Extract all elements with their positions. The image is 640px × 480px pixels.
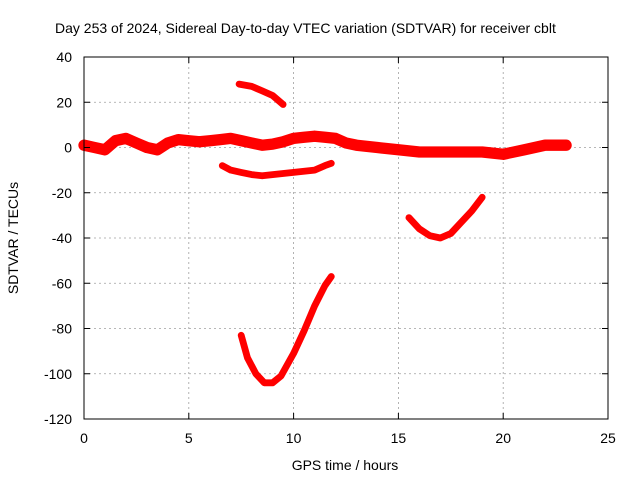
y-tick-label: -100 [44, 366, 72, 382]
axis-ticks [83, 56, 609, 420]
y-tick-label: -80 [52, 321, 72, 337]
y-tick-label: -40 [52, 230, 72, 246]
y-tick-labels: -120 -100 -80 -60 -40 -20 0 20 40 [44, 49, 72, 427]
x-tick-label: 0 [80, 430, 88, 446]
y-tick-label: 20 [56, 94, 72, 110]
x-tick-label: 15 [391, 430, 407, 446]
y-axis-label: SDTVAR / TECUs [5, 182, 21, 294]
y-tick-label: -60 [52, 275, 72, 291]
series-arc-3 [237, 273, 335, 387]
grid-lines [84, 57, 608, 419]
series-arc-2 [218, 159, 335, 180]
data-series [78, 80, 572, 387]
y-tick-label: 40 [56, 49, 72, 65]
x-tick-label: 20 [495, 430, 511, 446]
series-arc-4 [405, 193, 486, 242]
y-tick-label: 0 [64, 140, 72, 156]
x-tick-label: 5 [185, 430, 193, 446]
x-tick-label: 25 [600, 430, 616, 446]
x-tick-label: 10 [286, 430, 302, 446]
y-tick-label: -20 [52, 185, 72, 201]
x-tick-labels: 0 5 10 15 20 25 [80, 430, 616, 446]
series-arc-1 [235, 80, 287, 108]
y-tick-label: -120 [44, 411, 72, 427]
chart-title: Day 253 of 2024, Sidereal Day-to-day VTE… [55, 20, 556, 36]
x-axis-label: GPS time / hours [292, 457, 399, 473]
series-main-band [78, 130, 572, 160]
